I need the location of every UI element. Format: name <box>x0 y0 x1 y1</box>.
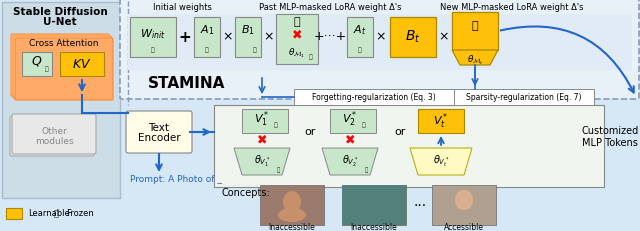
Text: Initial weights: Initial weights <box>152 3 211 12</box>
Bar <box>235 17 261 57</box>
Text: Inaccessible: Inaccessible <box>269 224 316 231</box>
Bar <box>2 2 120 198</box>
Text: 🔒: 🔒 <box>309 54 313 60</box>
Text: $B_1$: $B_1$ <box>241 23 255 37</box>
Text: 🔒: 🔒 <box>45 66 49 72</box>
Text: 👤: 👤 <box>294 17 300 27</box>
Bar <box>214 105 604 187</box>
FancyBboxPatch shape <box>126 111 192 153</box>
Text: Sparsity-regularization (Eq. 7): Sparsity-regularization (Eq. 7) <box>467 94 582 103</box>
Bar <box>294 89 454 105</box>
Text: $A_1$: $A_1$ <box>200 23 214 37</box>
FancyBboxPatch shape <box>10 116 94 156</box>
Text: ×: × <box>439 30 449 43</box>
Text: Inaccessible: Inaccessible <box>351 224 397 231</box>
Bar <box>22 52 52 76</box>
Text: ×: × <box>223 30 233 43</box>
Text: $\theta_{\mathcal{M}_1}$: $\theta_{\mathcal{M}_1}$ <box>289 46 306 60</box>
Bar <box>194 17 220 57</box>
Text: 🔒: 🔒 <box>276 167 280 173</box>
Text: $Q$: $Q$ <box>31 54 43 68</box>
Text: 🔒: 🔒 <box>54 210 58 219</box>
Text: 🔒: 🔒 <box>358 47 362 53</box>
Text: Other: Other <box>41 128 67 137</box>
Bar <box>130 17 176 57</box>
FancyBboxPatch shape <box>15 38 113 100</box>
Bar <box>60 52 104 76</box>
Bar <box>342 185 406 225</box>
Text: ✖: ✖ <box>292 28 302 42</box>
Text: 🔒: 🔒 <box>362 122 366 128</box>
Text: New MLP-masked LoRA weight Δ's: New MLP-masked LoRA weight Δ's <box>440 3 584 12</box>
Text: 🔒: 🔒 <box>205 47 209 53</box>
Text: +: + <box>179 30 191 45</box>
Text: $\theta_{V_1^*}$: $\theta_{V_1^*}$ <box>254 153 270 169</box>
Polygon shape <box>322 148 378 175</box>
FancyBboxPatch shape <box>120 0 639 99</box>
Bar <box>432 185 496 225</box>
Text: modules: modules <box>35 137 74 146</box>
Text: $V_2^*$: $V_2^*$ <box>342 109 358 129</box>
Text: ✖: ✖ <box>257 134 268 146</box>
Text: 🔒: 🔒 <box>253 47 257 53</box>
Text: 👤: 👤 <box>472 21 478 31</box>
Text: Prompt: A Photo of _: Prompt: A Photo of _ <box>130 176 222 185</box>
Ellipse shape <box>283 191 301 213</box>
Text: Customized
MLP Tokens: Customized MLP Tokens <box>581 126 639 148</box>
Text: ×: × <box>264 30 275 43</box>
Bar <box>342 185 406 225</box>
Bar <box>454 89 594 105</box>
Text: ...: ... <box>413 195 427 209</box>
FancyBboxPatch shape <box>12 114 96 154</box>
Bar <box>260 185 324 225</box>
Bar <box>128 14 632 70</box>
Text: $\theta_{V_t^*}$: $\theta_{V_t^*}$ <box>433 153 449 169</box>
Text: Frozen: Frozen <box>66 210 93 219</box>
Text: Accessible: Accessible <box>444 224 484 231</box>
Text: Text: Text <box>148 123 170 133</box>
Text: Past MLP-masked LoRA weight Δ's: Past MLP-masked LoRA weight Δ's <box>259 3 401 12</box>
Ellipse shape <box>278 208 306 222</box>
Text: Concepts:: Concepts: <box>222 188 271 198</box>
Text: 🔒: 🔒 <box>274 122 278 128</box>
Polygon shape <box>410 148 472 175</box>
Text: $V_1^*$: $V_1^*$ <box>254 109 270 129</box>
Polygon shape <box>234 148 290 175</box>
Text: Learnable: Learnable <box>28 210 70 219</box>
Text: $V_t^*$: $V_t^*$ <box>433 111 449 131</box>
Bar <box>276 14 318 64</box>
Text: or: or <box>304 127 316 137</box>
Text: $B_t$: $B_t$ <box>405 29 421 45</box>
Text: $W_{init}$: $W_{init}$ <box>140 27 166 41</box>
Bar <box>418 109 464 133</box>
Text: $A_t$: $A_t$ <box>353 23 367 37</box>
Text: $\theta_{V_2^*}$: $\theta_{V_2^*}$ <box>342 153 358 169</box>
Polygon shape <box>452 50 498 65</box>
Text: $KV$: $KV$ <box>72 58 92 70</box>
Text: Cross Attention: Cross Attention <box>29 40 99 49</box>
Text: +···+: +···+ <box>314 30 347 43</box>
Bar <box>330 109 376 133</box>
Bar <box>452 12 498 50</box>
Text: 🔒: 🔒 <box>151 47 155 53</box>
Bar <box>347 17 373 57</box>
Text: Stable Diffusion: Stable Diffusion <box>13 7 108 17</box>
FancyBboxPatch shape <box>13 36 111 98</box>
Text: U-Net: U-Net <box>43 17 77 27</box>
FancyBboxPatch shape <box>11 34 109 96</box>
Text: STAMINA: STAMINA <box>148 76 225 91</box>
Bar <box>242 109 288 133</box>
Text: ×: × <box>376 30 387 43</box>
Text: or: or <box>394 127 406 137</box>
Bar <box>6 208 22 219</box>
Text: 🔒: 🔒 <box>364 167 367 173</box>
Text: Encoder: Encoder <box>138 133 180 143</box>
Text: $\theta_{\mathcal{M}_t}$: $\theta_{\mathcal{M}_t}$ <box>467 53 483 67</box>
Ellipse shape <box>455 190 473 210</box>
Text: ✖: ✖ <box>345 134 355 146</box>
Bar <box>390 17 436 57</box>
Text: Forgetting-regularization (Eq. 3): Forgetting-regularization (Eq. 3) <box>312 94 436 103</box>
